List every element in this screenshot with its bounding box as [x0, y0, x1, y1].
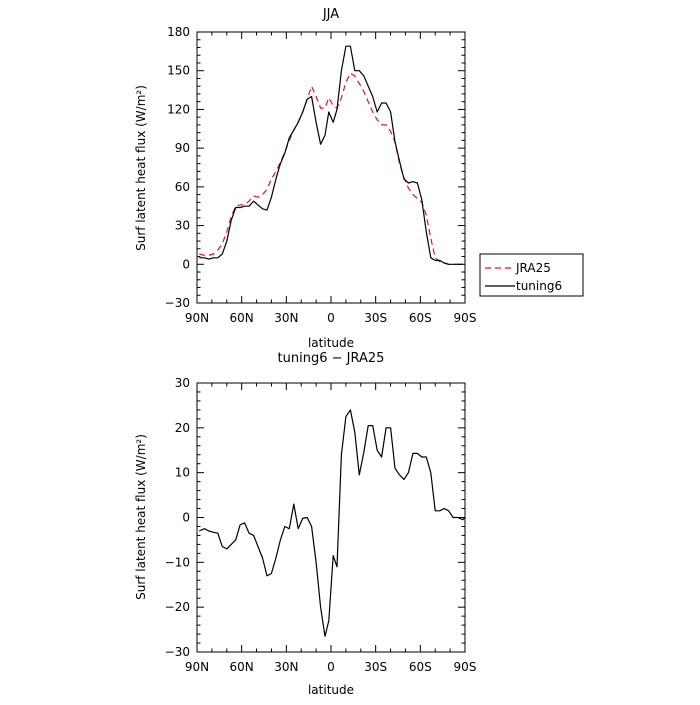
legend-label-jra25: JRA25 [515, 261, 551, 275]
bottom-y-tick-label: 10 [175, 466, 190, 480]
top-x-tick-label: 0 [327, 311, 335, 325]
bottom-x-axis-title: latitude [308, 683, 354, 697]
bottom-y-tick-label: −10 [165, 555, 190, 569]
top-series-line-tuning6 [199, 45, 463, 265]
top-axis-ticks: 90N 60N 30N 0 30S 60S 90S −30 0 30 60 90 120 150 180 [165, 25, 477, 325]
top-series-line-jra25 [199, 72, 463, 265]
top-y-tick-label: 60 [175, 180, 190, 194]
bottom-series-line-difference [198, 409, 466, 637]
bottom-y-tick-label: 30 [175, 376, 190, 390]
top-x-tick-label: 90N [185, 311, 209, 325]
top-x-tick-label: 90S [454, 311, 477, 325]
top-y-tick-label: −30 [165, 296, 190, 310]
bottom-y-tick-label: −30 [165, 645, 190, 659]
top-x-tick-label: 30N [274, 311, 298, 325]
bottom-chart-title: tuning6 − JRA25 [278, 351, 385, 366]
legend-label-tuning6: tuning6 [516, 279, 562, 293]
bottom-plot-frame [196, 382, 466, 653]
bottom-panel: tuning6 − JRA25 90N 60N 30N 0 30S 60S 90S −30 −2… [134, 351, 476, 697]
bottom-x-tick-label: 30S [364, 660, 387, 674]
top-y-axis-title: Surf latent heat flux (W/m²) [134, 85, 148, 251]
bottom-y-tick-label: 20 [175, 421, 190, 435]
bottom-y-axis-title: Surf latent heat flux (W/m²) [134, 434, 148, 600]
bottom-y-tick-label: −20 [165, 600, 190, 614]
bottom-x-tick-label: 0 [327, 660, 335, 674]
legend: JRA25 tuning6 [479, 253, 584, 297]
top-y-tick-label: 0 [182, 257, 190, 271]
bottom-x-tick-label: 90S [454, 660, 477, 674]
top-plot-frame [196, 31, 466, 304]
top-x-tick-label: 60N [230, 311, 254, 325]
top-x-axis-title: latitude [308, 336, 354, 350]
top-y-tick-label: 30 [175, 219, 190, 233]
top-series-group [199, 45, 463, 265]
bottom-series-group [198, 409, 466, 637]
top-chart-title: JJA [322, 7, 339, 22]
top-y-tick-label: 180 [167, 25, 190, 39]
legend-box [479, 253, 584, 297]
bottom-y-tick-label: 0 [182, 511, 190, 525]
top-y-tick-label: 150 [167, 64, 190, 78]
bottom-x-tick-label: 30N [274, 660, 298, 674]
top-x-tick-label: 30S [364, 311, 387, 325]
bottom-axis-ticks: 90N 60N 30N 0 30S 60S 90S −30 −20 −10 0 10 20 30 [165, 376, 477, 674]
bottom-x-tick-label: 60N [230, 660, 254, 674]
top-y-tick-label: 120 [167, 102, 190, 116]
bottom-x-tick-label: 60S [409, 660, 432, 674]
bottom-x-tick-label: 90N [185, 660, 209, 674]
top-y-tick-label: 90 [175, 141, 190, 155]
top-panel: JJA 90N 60N 30N 0 30S 60S 90S −30 0 30 60 90 120 150 1… [134, 7, 584, 350]
top-x-tick-label: 60S [409, 311, 432, 325]
